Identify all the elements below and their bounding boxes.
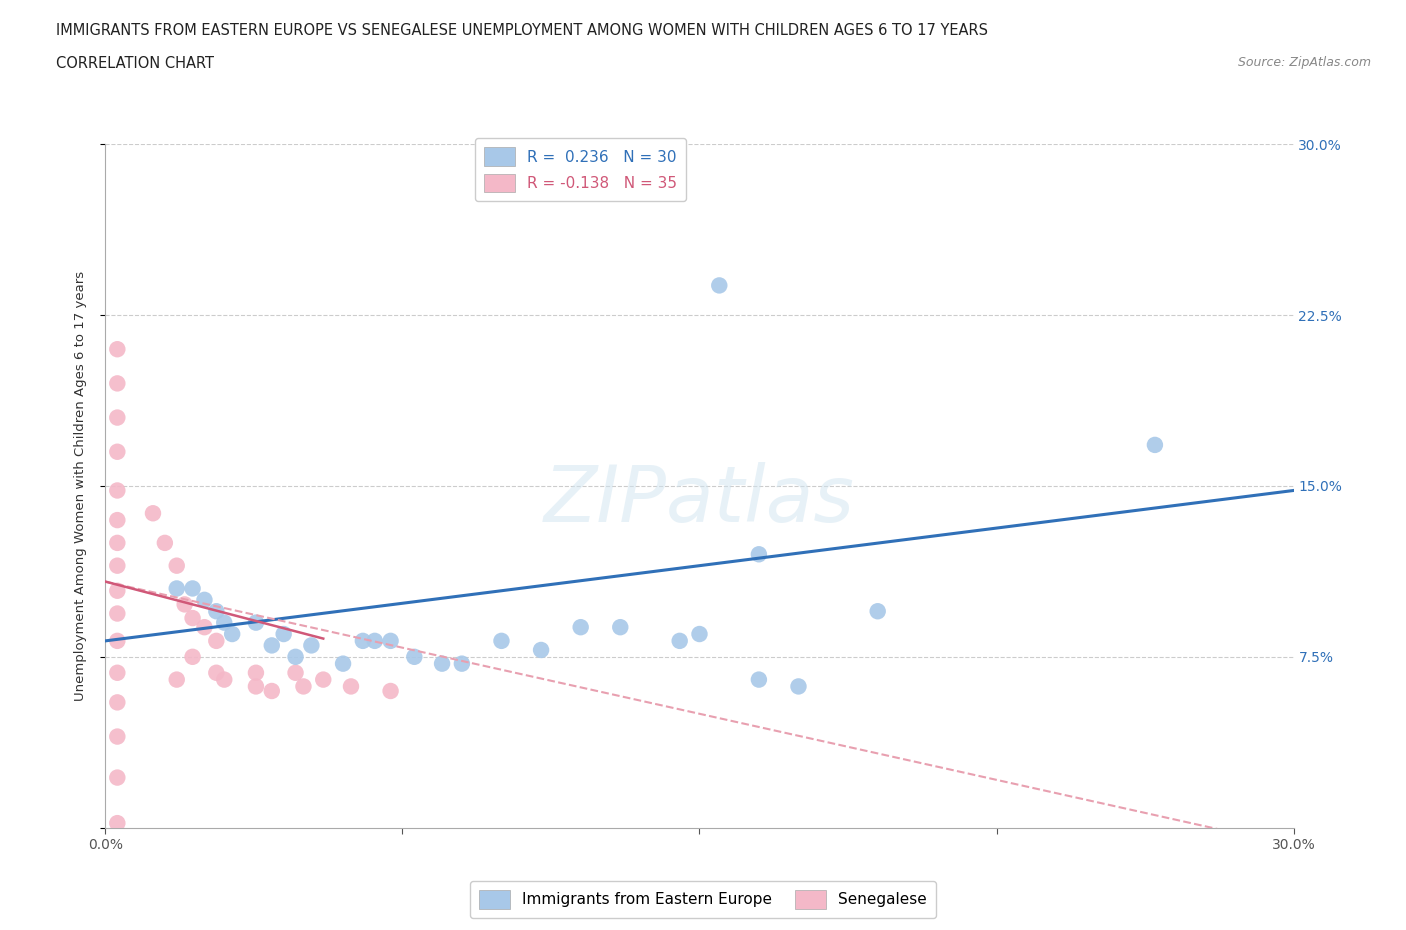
Point (105, 665, 128, 680)
Point (312, 672, 335, 687)
Point (105, 512, 128, 527)
Point (166, 672, 188, 687)
Text: CORRELATION CHART: CORRELATION CHART (56, 56, 214, 71)
Point (866, 604, 889, 618)
Point (166, 558, 188, 573)
Point (450, 657, 472, 671)
Point (404, 649, 426, 664)
Point (260, 638, 283, 653)
Point (181, 611, 204, 626)
Point (221, 627, 243, 642)
Point (105, 729, 128, 744)
Legend: Immigrants from Eastern Europe, Senegalese: Immigrants from Eastern Europe, Senegale… (470, 881, 936, 918)
Point (668, 633, 690, 648)
Point (491, 633, 513, 648)
Point (153, 536, 176, 551)
Point (105, 816, 128, 830)
Text: Source: ZipAtlas.com: Source: ZipAtlas.com (1237, 56, 1371, 69)
Point (245, 679, 267, 694)
Point (105, 483, 128, 498)
Point (284, 649, 307, 664)
Point (105, 558, 128, 573)
Point (173, 597, 195, 612)
Legend: R =  0.236   N = 30, R = -0.138   N = 35: R = 0.236 N = 30, R = -0.138 N = 35 (475, 139, 686, 202)
Point (430, 657, 453, 671)
Point (205, 604, 228, 618)
Point (569, 619, 592, 634)
Point (364, 633, 387, 648)
Point (181, 649, 204, 664)
Point (260, 684, 283, 698)
Point (1143, 437, 1166, 452)
Point (299, 638, 322, 653)
Point (292, 679, 315, 694)
Point (166, 581, 188, 596)
Point (105, 633, 128, 648)
Point (709, 278, 731, 293)
Point (273, 627, 295, 642)
Point (142, 506, 165, 521)
Point (105, 342, 128, 357)
Point (193, 619, 215, 634)
Point (105, 376, 128, 391)
Point (105, 695, 128, 710)
Point (214, 616, 236, 631)
Point (748, 547, 770, 562)
Point (105, 410, 128, 425)
Point (105, 606, 128, 621)
Point (380, 633, 402, 648)
Point (181, 581, 204, 596)
Point (787, 679, 810, 694)
Point (284, 665, 307, 680)
Point (748, 672, 770, 687)
Point (530, 643, 553, 658)
Point (245, 665, 267, 680)
Point (380, 684, 402, 698)
Point (332, 657, 354, 671)
Point (205, 633, 228, 648)
Point (214, 672, 236, 687)
Point (245, 616, 267, 631)
Text: ZIPatlas: ZIPatlas (544, 461, 855, 538)
Point (105, 445, 128, 459)
Point (105, 583, 128, 598)
Point (340, 679, 363, 694)
Point (205, 665, 228, 680)
Point (193, 592, 215, 607)
Point (352, 633, 374, 648)
Point (609, 619, 631, 634)
Y-axis label: Unemployment Among Women with Children Ages 6 to 17 years: Unemployment Among Women with Children A… (75, 271, 87, 701)
Point (105, 536, 128, 551)
Text: IMMIGRANTS FROM EASTERN EUROPE VS SENEGALESE UNEMPLOYMENT AMONG WOMEN WITH CHILD: IMMIGRANTS FROM EASTERN EUROPE VS SENEGA… (56, 23, 988, 38)
Point (105, 770, 128, 785)
Point (689, 627, 711, 642)
